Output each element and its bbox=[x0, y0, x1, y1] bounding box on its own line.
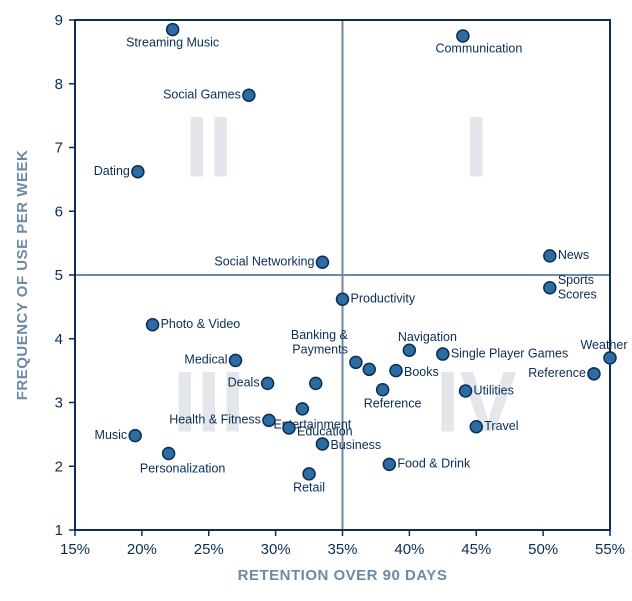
y-tick-label: 6 bbox=[55, 203, 63, 220]
x-tick-label: 15% bbox=[60, 541, 90, 558]
y-tick-label: 7 bbox=[55, 140, 63, 157]
chart-bg bbox=[0, 0, 632, 601]
point-label: Travel bbox=[484, 419, 518, 433]
y-tick-label: 1 bbox=[55, 522, 63, 539]
point-label: Retail bbox=[293, 481, 325, 495]
point-label: Health & Fitness bbox=[169, 413, 261, 427]
x-tick-label: 25% bbox=[194, 541, 224, 558]
point-label: Navigation bbox=[398, 330, 457, 344]
data-point bbox=[243, 89, 255, 101]
x-tick-label: 40% bbox=[394, 541, 424, 558]
point-label: Deals bbox=[228, 376, 260, 390]
data-point bbox=[262, 377, 274, 389]
data-point bbox=[604, 352, 616, 364]
frequency-retention-scatter: IIIIIIIV15%20%25%30%35%40%45%50%55%12345… bbox=[0, 0, 632, 601]
data-point bbox=[457, 30, 469, 42]
quadrant-label: II bbox=[185, 100, 233, 196]
point-label: News bbox=[558, 248, 589, 262]
quadrant-label: I bbox=[464, 100, 488, 196]
data-point bbox=[316, 438, 328, 450]
data-point bbox=[544, 250, 556, 262]
data-point bbox=[163, 448, 175, 460]
point-label: Reference bbox=[364, 397, 422, 411]
y-tick-label: 4 bbox=[55, 331, 63, 348]
data-point bbox=[283, 422, 295, 434]
point-label: Social Games bbox=[163, 88, 241, 102]
point-label: Education bbox=[297, 424, 353, 438]
data-point bbox=[437, 348, 449, 360]
data-point bbox=[390, 365, 402, 377]
data-point bbox=[377, 384, 389, 396]
data-point bbox=[147, 319, 159, 331]
x-axis-title: RETENTION OVER 90 DAYS bbox=[238, 567, 448, 584]
data-point bbox=[403, 344, 415, 356]
data-point bbox=[316, 256, 328, 268]
x-tick-label: 35% bbox=[327, 541, 357, 558]
x-tick-label: 55% bbox=[595, 541, 625, 558]
point-label: Single Player Games bbox=[451, 346, 568, 360]
data-point bbox=[460, 385, 472, 397]
point-label: SportsScores bbox=[558, 273, 597, 301]
y-tick-label: 9 bbox=[55, 12, 63, 29]
data-point bbox=[470, 421, 482, 433]
point-label: Photo & Video bbox=[161, 317, 241, 331]
data-point bbox=[263, 414, 275, 426]
point-label: Productivity bbox=[351, 292, 416, 306]
point-label: Music bbox=[95, 428, 128, 442]
point-label: Business bbox=[330, 438, 381, 452]
x-tick-label: 30% bbox=[261, 541, 291, 558]
x-tick-label: 45% bbox=[461, 541, 491, 558]
point-label: Reference bbox=[528, 366, 586, 380]
point-label: Personalization bbox=[140, 461, 226, 475]
y-tick-label: 8 bbox=[55, 76, 63, 93]
point-label: Communication bbox=[435, 42, 522, 56]
point-label: Books bbox=[404, 365, 439, 379]
data-point bbox=[363, 363, 375, 375]
y-tick-label: 5 bbox=[55, 267, 63, 284]
quadrant-label: IV bbox=[436, 355, 517, 451]
data-point bbox=[167, 24, 179, 36]
x-tick-label: 20% bbox=[127, 541, 157, 558]
y-tick-label: 3 bbox=[55, 395, 63, 412]
point-label: Medical bbox=[184, 353, 227, 367]
y-tick-label: 2 bbox=[55, 458, 63, 475]
y-axis-title: FREQUENCY OF USE PER WEEK bbox=[14, 150, 31, 401]
quadrant-label: III bbox=[173, 355, 245, 451]
point-label: Food & Drink bbox=[397, 457, 471, 471]
data-point bbox=[296, 403, 308, 415]
point-label: Utilities bbox=[474, 383, 514, 397]
point-label: Dating bbox=[94, 164, 130, 178]
data-point bbox=[230, 354, 242, 366]
data-point bbox=[544, 282, 556, 294]
data-point bbox=[383, 458, 395, 470]
data-point bbox=[588, 368, 600, 380]
data-point bbox=[310, 377, 322, 389]
point-label: Banking &Payments bbox=[291, 328, 349, 356]
data-point bbox=[303, 468, 315, 480]
data-point bbox=[337, 293, 349, 305]
point-label: Social Networking bbox=[214, 255, 314, 269]
data-point bbox=[132, 166, 144, 178]
data-point bbox=[350, 356, 362, 368]
point-label: Weather bbox=[580, 338, 627, 352]
data-point bbox=[129, 430, 141, 442]
x-tick-label: 50% bbox=[528, 541, 558, 558]
point-label: Streaming Music bbox=[126, 35, 219, 49]
